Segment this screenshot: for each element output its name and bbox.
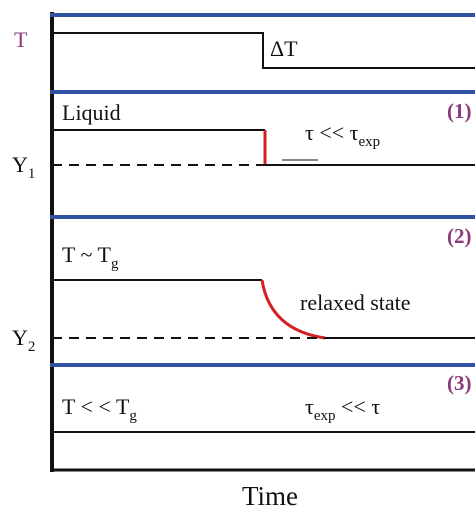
relation-rest: << τ: [336, 394, 381, 419]
state-main: T < < T: [62, 394, 130, 419]
relation-sub: exp: [359, 134, 381, 150]
state-label: T ~ Tg: [62, 242, 119, 272]
relaxation-curve: [260, 279, 326, 340]
state-label: Liquid: [62, 100, 121, 125]
state-label: T < < Tg: [62, 394, 137, 424]
relation: τexp << τ: [305, 394, 380, 424]
t-label: T: [14, 27, 28, 52]
step-label: ΔT: [270, 36, 298, 61]
relation-sub: exp: [314, 408, 336, 424]
state-main: T ~ T: [62, 242, 112, 267]
y-label: Y2: [12, 325, 35, 355]
relation-main: τ << τ: [305, 120, 359, 145]
relation-main: τ: [305, 394, 314, 419]
x-axis-label: Time: [242, 481, 298, 511]
panel-number: (3): [447, 371, 472, 395]
y-label: Y1: [12, 152, 35, 182]
relation: τ << τexp: [305, 120, 380, 150]
y-main: Y: [12, 325, 28, 350]
state-sub: g: [129, 408, 137, 424]
frame: [50, 12, 475, 472]
y-sub: 2: [28, 339, 36, 355]
note: relaxed state: [300, 290, 411, 315]
y-main: Y: [12, 152, 28, 177]
panel-number: (2): [447, 224, 472, 248]
state-sub: g: [111, 256, 119, 272]
temperature-step: [52, 32, 475, 69]
panel-number: (1): [447, 99, 472, 123]
y-sub: 1: [28, 166, 36, 182]
